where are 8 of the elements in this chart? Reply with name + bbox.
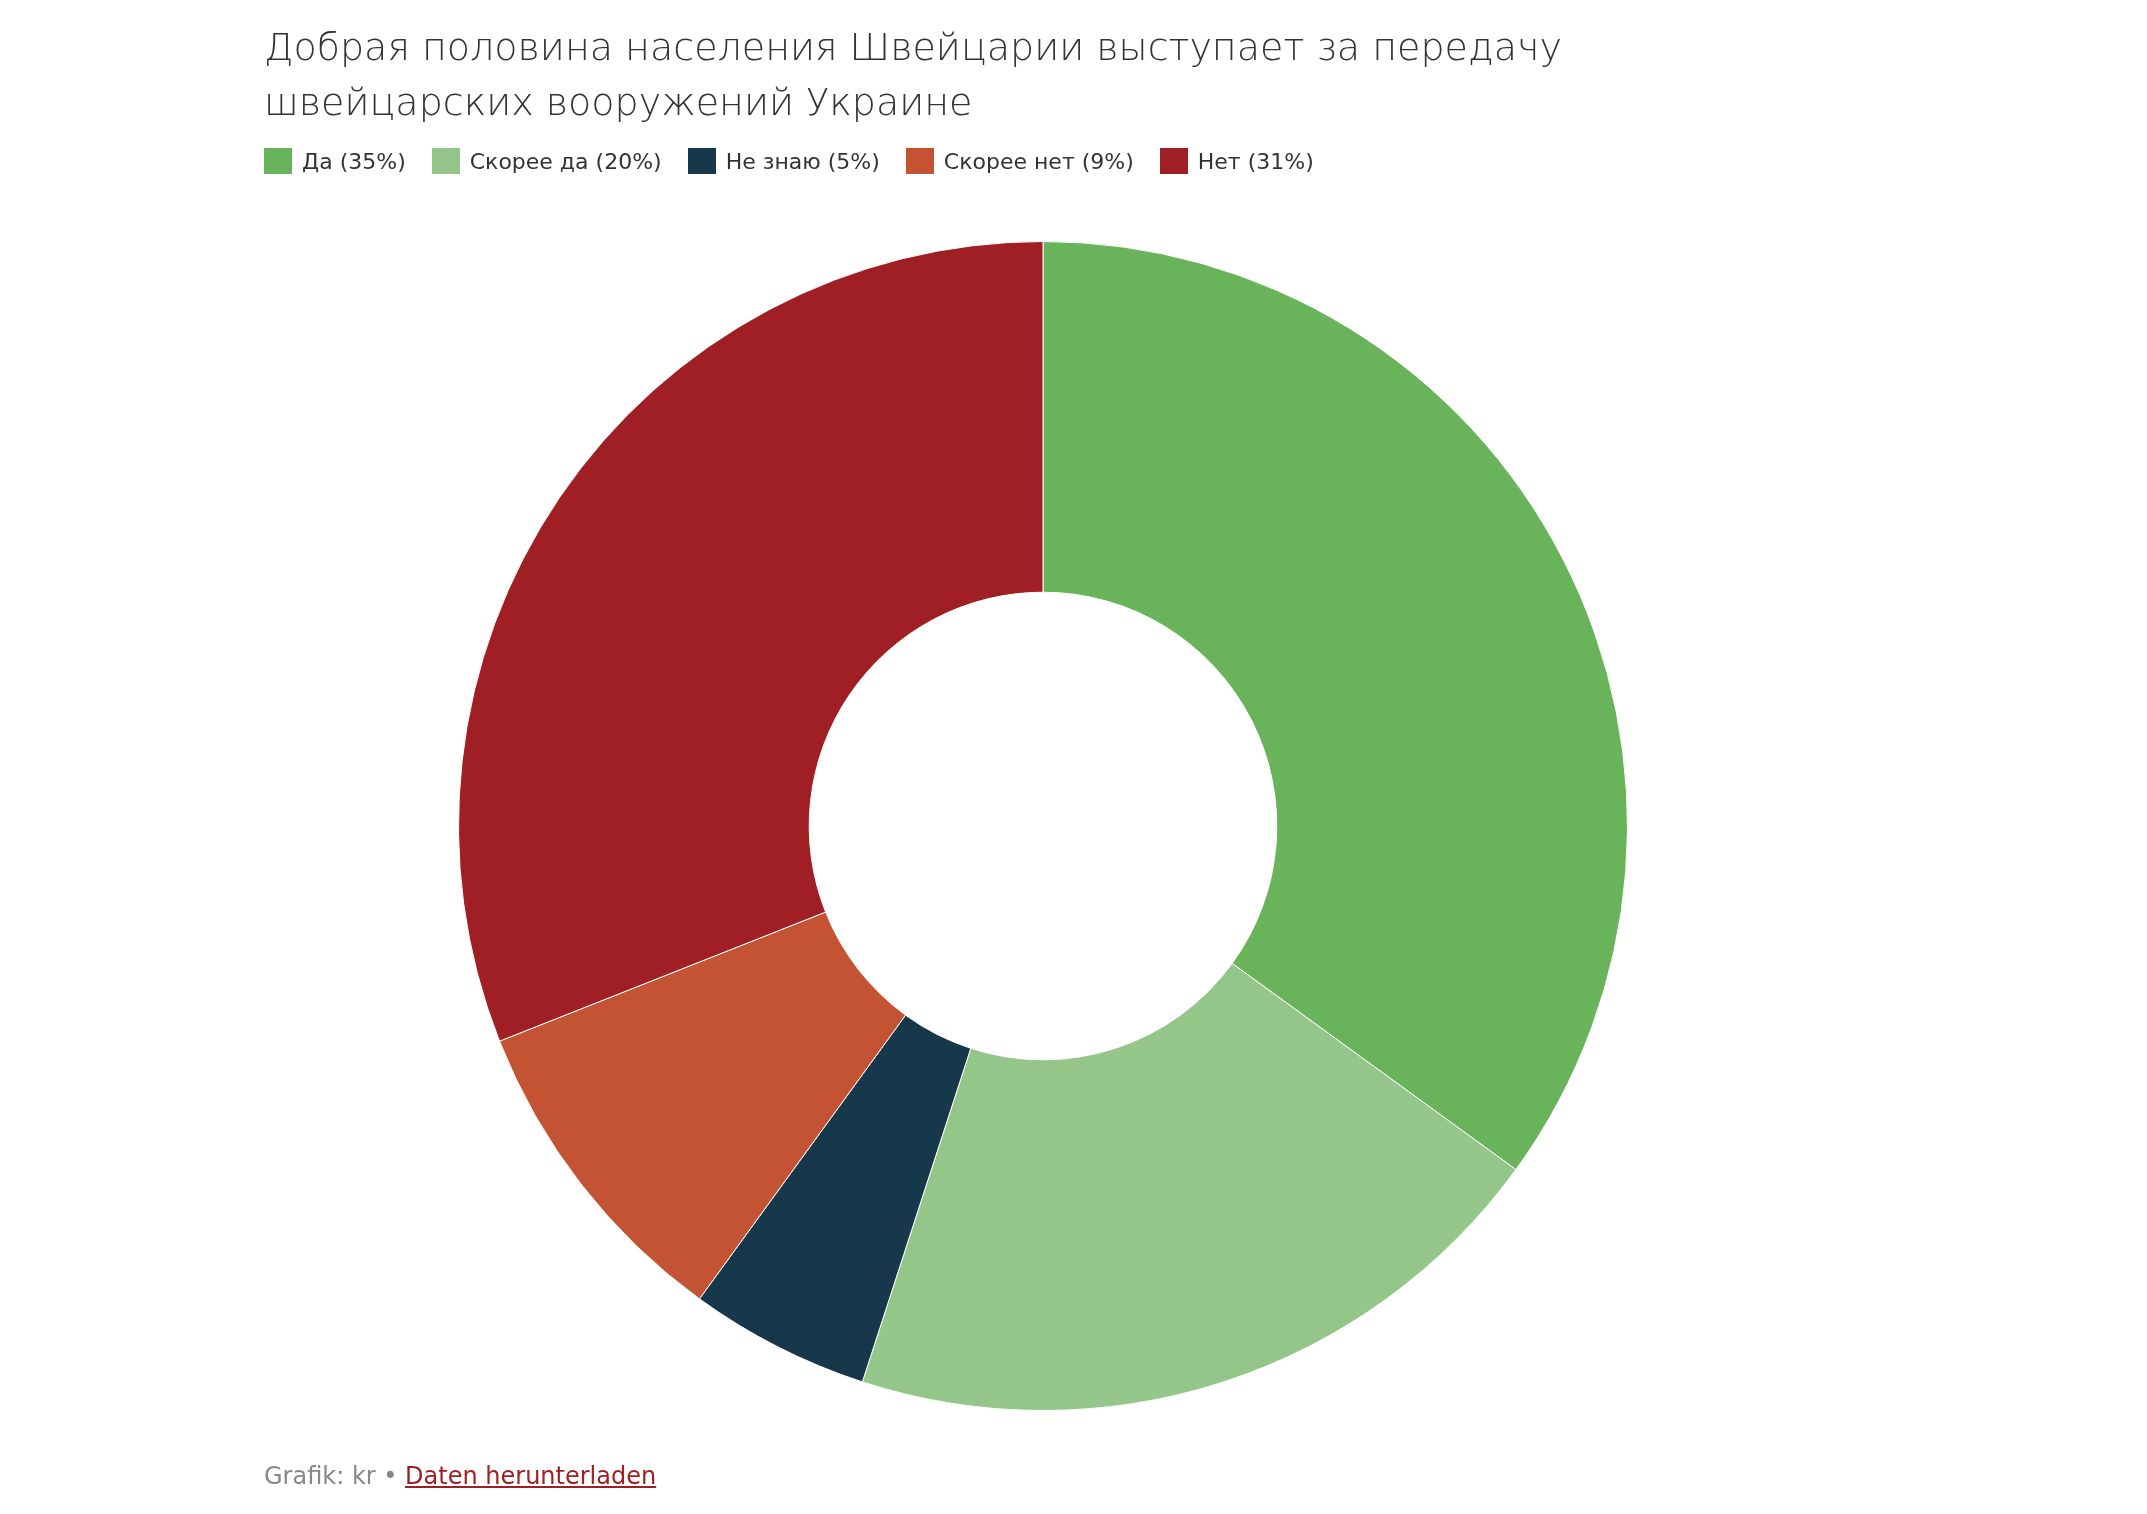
legend-label: Не знаю (5%) bbox=[725, 148, 880, 174]
legend-label: Да (35%) bbox=[302, 148, 406, 174]
chart-title: Добрая половина населения Швейцарии выступает за передачу швейцарских вооружений Украине bbox=[264, 24, 1563, 126]
text: Grafik: kr • bbox=[264, 1462, 398, 1490]
text: Daten herunterladen bbox=[405, 1462, 657, 1490]
legend-label: Скорее да (20%) bbox=[469, 148, 662, 174]
legend-label: Скорее нет (9%) bbox=[943, 148, 1134, 174]
legend-label: Нет (31%) bbox=[1197, 148, 1314, 174]
